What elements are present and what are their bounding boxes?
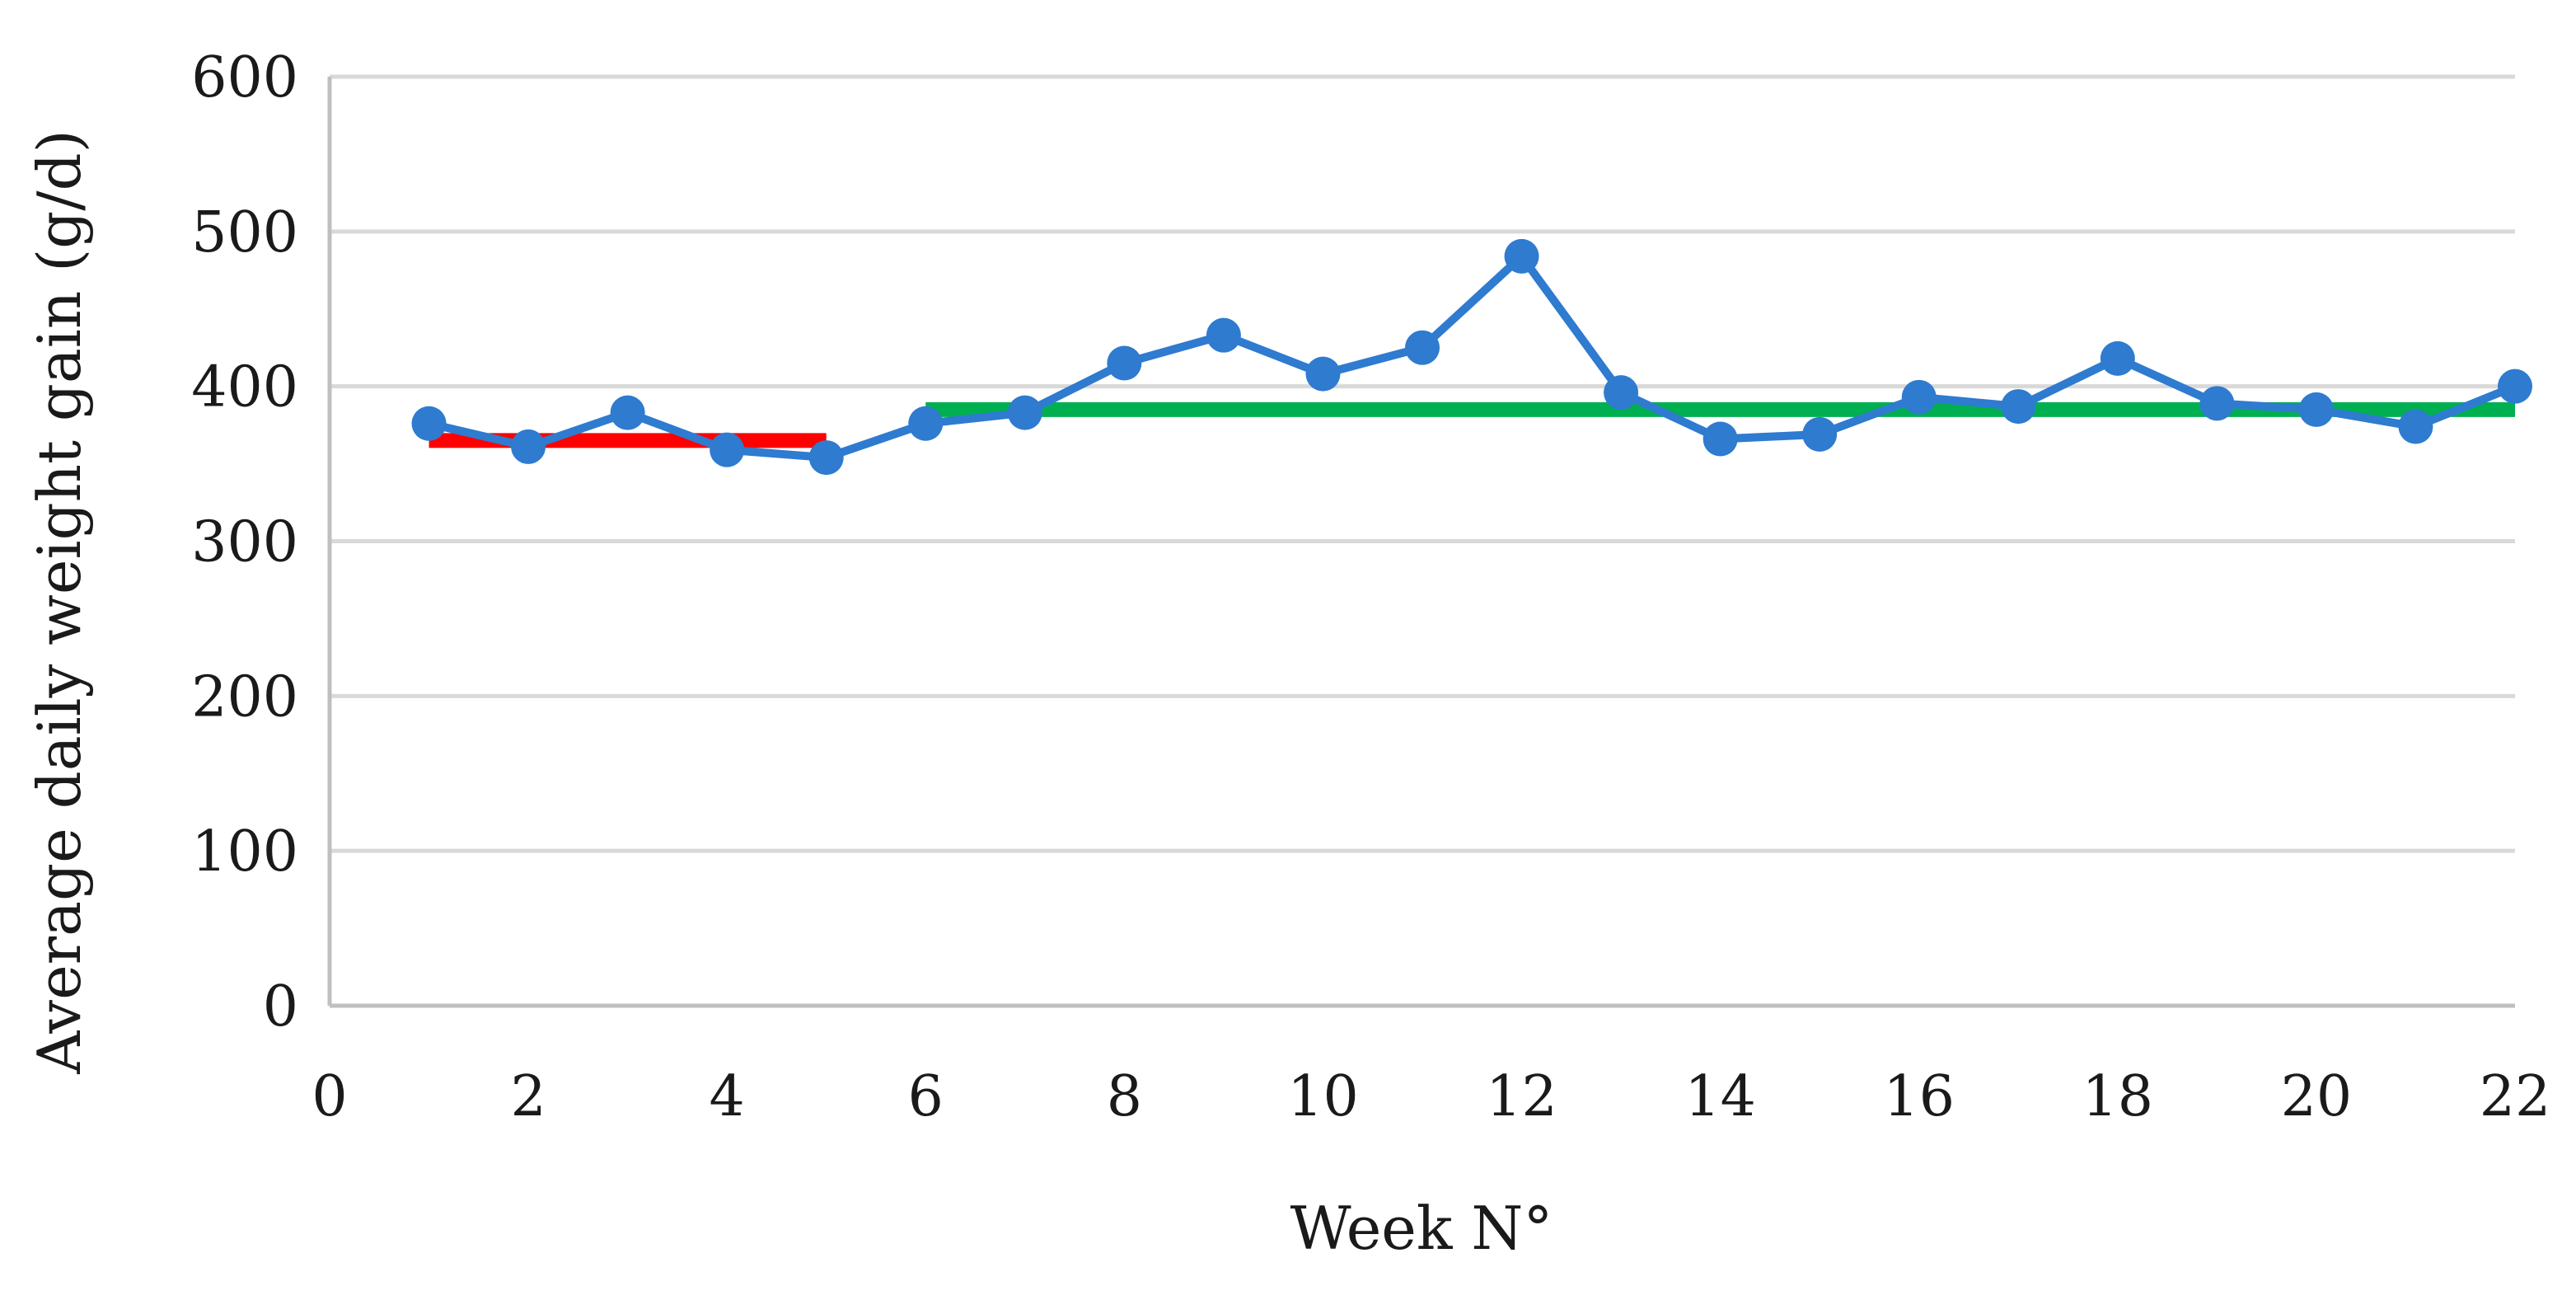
y-tick-label: 300	[191, 510, 298, 575]
data-point	[2398, 409, 2433, 444]
y-tick-label: 100	[191, 819, 298, 885]
x-tick-label: 16	[1883, 1064, 1955, 1129]
data-point	[1405, 330, 1440, 365]
data-point	[1206, 317, 1241, 353]
y-tick-label: 200	[191, 664, 298, 730]
data-point	[1703, 421, 1738, 457]
data-point	[2001, 389, 2036, 425]
x-tick-label: 12	[1486, 1064, 1557, 1129]
data-point	[808, 440, 844, 476]
data-point	[710, 432, 745, 467]
data-point	[411, 406, 447, 441]
x-tick-label: 4	[710, 1064, 745, 1129]
data-point	[1901, 379, 1937, 415]
x-tick-label: 20	[2281, 1064, 2353, 1129]
x-tick-label: 6	[908, 1064, 944, 1129]
reference-lines	[429, 401, 2515, 448]
tick-labels: 0 100 200 300 400 500 600 0 2 4 6 8 10 12 14 16 18 20 22	[191, 45, 2550, 1129]
x-tick-label: 18	[2082, 1064, 2154, 1129]
data-point	[2100, 340, 2135, 376]
series-line	[428, 251, 2517, 462]
x-tick-label: 0	[311, 1064, 347, 1129]
data-point	[2298, 392, 2334, 427]
data-point	[1604, 375, 1639, 411]
data-point	[1107, 345, 1142, 381]
x-axis-title: Week N°	[1290, 1194, 1553, 1263]
data-point	[2199, 386, 2235, 421]
y-tick-label: 500	[191, 200, 298, 265]
data-point	[1305, 356, 1341, 392]
y-tick-label: 0	[263, 974, 298, 1040]
y-tick-label: 600	[191, 45, 298, 110]
series-layer	[411, 238, 2532, 476]
data-point	[2498, 368, 2532, 404]
data-point	[610, 395, 645, 430]
y-axis-title: Average daily weight gain (g/d)	[25, 129, 94, 1074]
data-point	[908, 406, 944, 441]
data-point	[1802, 416, 1838, 452]
x-tick-label: 2	[510, 1064, 546, 1129]
x-tick-label: 14	[1684, 1064, 1756, 1129]
axis-layer	[327, 77, 2515, 1008]
x-tick-label: 8	[1107, 1064, 1142, 1129]
data-point	[1007, 395, 1042, 430]
x-tick-label: 10	[1287, 1064, 1359, 1129]
data-point	[1504, 238, 1539, 274]
x-tick-label: 22	[2480, 1064, 2551, 1129]
data-point	[511, 429, 546, 464]
grid-layer	[330, 74, 2515, 853]
y-tick-label: 400	[191, 355, 298, 420]
